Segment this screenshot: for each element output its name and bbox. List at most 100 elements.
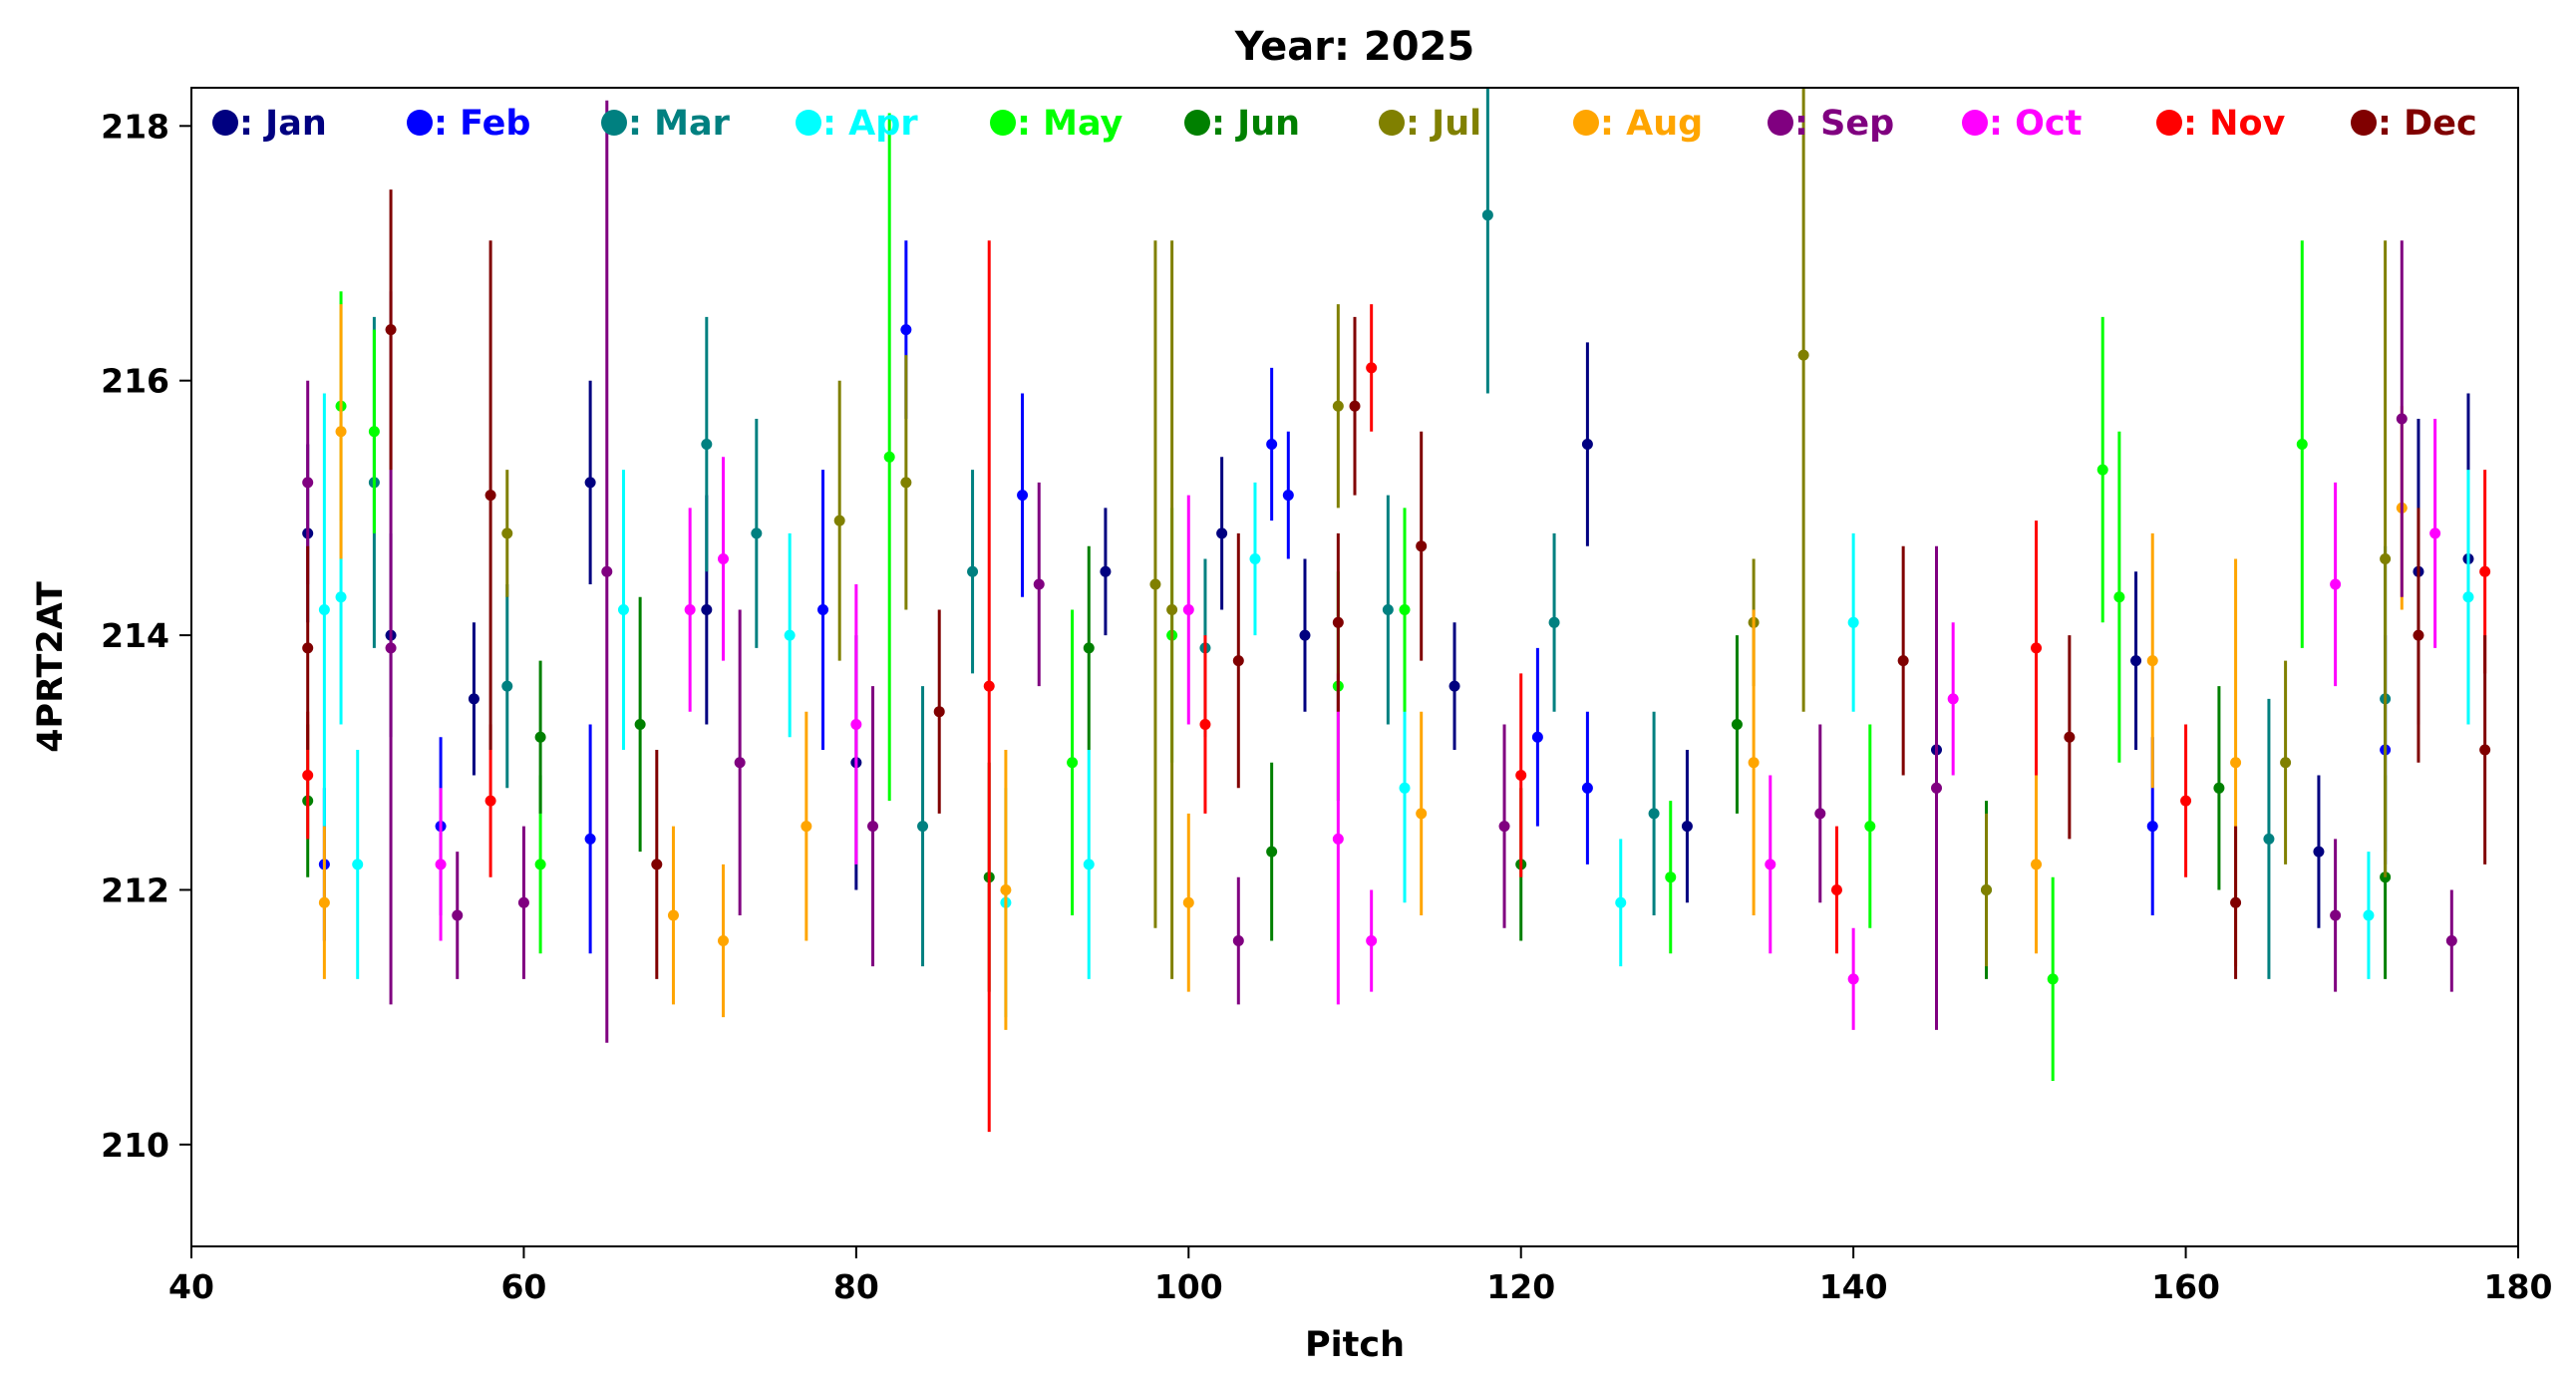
x-tick-label: 180: [2484, 1267, 2553, 1306]
data-point: [1399, 782, 1411, 794]
data-point: [2396, 413, 2408, 425]
data-point: [1931, 782, 1942, 794]
data-point: [2180, 795, 2192, 807]
data-point: [1366, 362, 1378, 374]
x-tick-label: 60: [500, 1267, 546, 1306]
data-point: [1083, 859, 1095, 870]
data-point: [385, 324, 397, 336]
data-point: [900, 324, 912, 336]
data-point: [1266, 439, 1278, 451]
data-point: [850, 718, 862, 730]
data-point: [801, 821, 812, 833]
data-point: [1067, 757, 1079, 769]
data-point: [1399, 604, 1411, 616]
data-point: [501, 527, 513, 539]
data-point: [1332, 400, 1344, 412]
data-point: [1332, 616, 1344, 628]
x-tick-label: 120: [1486, 1267, 1555, 1306]
data-point: [517, 896, 529, 908]
data-point: [352, 859, 364, 870]
data-point: [717, 552, 729, 564]
data-point: [2280, 757, 2292, 769]
y-axis: 210 212 214 216 218: [101, 107, 191, 1165]
data-point: [1149, 578, 1161, 590]
x-axis: 40 60 80 100 120 140 160 180: [168, 1246, 2552, 1306]
data-point: [1000, 883, 1012, 895]
data-point: [1814, 808, 1826, 820]
data-point: [1416, 540, 1428, 552]
data-point: [1830, 883, 1842, 895]
data-point: [2146, 821, 2158, 833]
data-point: [1182, 604, 1194, 616]
data-point: [2330, 909, 2342, 921]
data-point: [1481, 209, 1493, 221]
data-point: [1366, 935, 1378, 947]
data-point: [1847, 616, 1859, 628]
data-point: [701, 439, 713, 451]
data-point: [302, 477, 314, 489]
data-point: [1100, 565, 1112, 577]
data-point: [634, 718, 646, 730]
x-tick-label: 40: [168, 1267, 214, 1306]
x-tick-label: 100: [1154, 1267, 1223, 1306]
data-point: [1615, 896, 1627, 908]
legend-label: : Jul: [1406, 104, 1481, 144]
y-axis-label: 4PRT2AT: [31, 581, 71, 753]
data-point: [601, 565, 613, 577]
legend-label: : Jun: [1211, 104, 1300, 144]
series-apr: [318, 393, 2474, 1018]
legend-item: : Jan: [212, 104, 327, 144]
data-point: [1681, 821, 1693, 833]
data-point: [484, 795, 496, 807]
data-point: [302, 642, 314, 654]
series-dec: [302, 189, 2491, 979]
data-point: [617, 604, 629, 616]
data-point: [368, 426, 380, 438]
data-point: [1083, 642, 1095, 654]
legend-label: : Nov: [2183, 104, 2286, 144]
data-point: [1232, 655, 1244, 667]
data-point: [917, 821, 929, 833]
data-point: [302, 770, 314, 782]
data-point: [1199, 718, 1211, 730]
legend-label: : Dec: [2378, 104, 2477, 144]
data-point: [1166, 604, 1178, 616]
legend-item: : Mar: [601, 104, 731, 144]
data-point: [534, 731, 546, 743]
legend-marker: [407, 110, 433, 136]
data-point: [734, 757, 746, 769]
data-layer: [302, 88, 2491, 1133]
data-point: [983, 680, 995, 692]
x-tick-label: 80: [833, 1267, 879, 1306]
plot-frame: [190, 87, 2519, 1247]
data-point: [2429, 527, 2441, 539]
data-point: [1033, 578, 1045, 590]
data-point: [883, 451, 895, 463]
data-point: [1332, 833, 1344, 845]
data-point: [1748, 757, 1760, 769]
data-point: [2479, 565, 2491, 577]
series-oct: [435, 419, 2441, 1030]
series-jul: [501, 88, 2392, 979]
y-tick-label: 216: [101, 362, 169, 401]
legend-marker: [990, 110, 1016, 136]
data-point: [784, 629, 796, 641]
data-point: [1581, 439, 1593, 451]
legend-marker: [601, 110, 627, 136]
data-point: [2413, 629, 2424, 641]
data-point: [2113, 591, 2125, 603]
data-point: [684, 604, 696, 616]
legend-marker: [1768, 110, 1793, 136]
x-axis-label: Pitch: [1305, 1325, 1405, 1365]
data-point: [701, 604, 713, 616]
legend-label: : Apr: [822, 104, 918, 144]
y-tick-label: 210: [101, 1126, 169, 1165]
data-point: [435, 859, 447, 870]
data-point: [1531, 731, 1543, 743]
data-point: [2047, 973, 2059, 985]
data-point: [1897, 655, 1909, 667]
data-point: [933, 706, 945, 718]
y-tick-label: 214: [101, 616, 169, 655]
data-point: [1765, 859, 1776, 870]
data-point: [717, 935, 729, 947]
